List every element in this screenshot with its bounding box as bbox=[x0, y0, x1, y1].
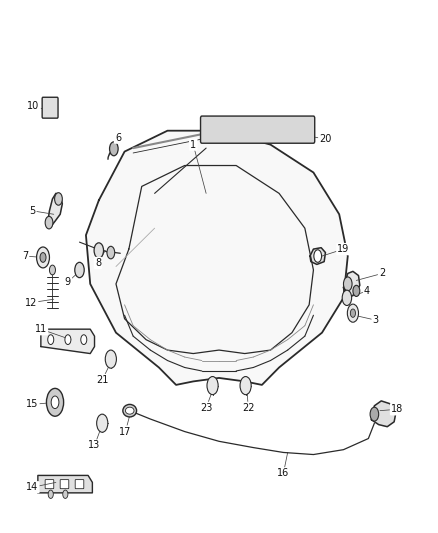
Polygon shape bbox=[41, 329, 95, 353]
Text: 3: 3 bbox=[373, 315, 379, 325]
Ellipse shape bbox=[123, 405, 137, 417]
Circle shape bbox=[350, 309, 356, 317]
Text: 6: 6 bbox=[115, 133, 121, 143]
Polygon shape bbox=[343, 271, 360, 296]
Text: 17: 17 bbox=[119, 426, 131, 437]
FancyBboxPatch shape bbox=[201, 116, 315, 143]
Ellipse shape bbox=[125, 407, 134, 414]
Circle shape bbox=[94, 243, 103, 258]
Circle shape bbox=[370, 407, 379, 421]
Text: 13: 13 bbox=[88, 440, 101, 450]
Circle shape bbox=[207, 376, 218, 394]
Text: 8: 8 bbox=[95, 258, 101, 268]
Polygon shape bbox=[86, 131, 348, 385]
Circle shape bbox=[105, 350, 117, 368]
Text: 23: 23 bbox=[200, 403, 212, 413]
Text: 11: 11 bbox=[35, 324, 47, 334]
Text: 10: 10 bbox=[28, 101, 40, 111]
Text: 14: 14 bbox=[26, 482, 39, 492]
Circle shape bbox=[240, 376, 251, 394]
Text: 7: 7 bbox=[22, 251, 28, 261]
FancyBboxPatch shape bbox=[60, 480, 69, 489]
Text: 16: 16 bbox=[277, 469, 290, 478]
Text: 18: 18 bbox=[391, 404, 403, 414]
Circle shape bbox=[40, 253, 46, 262]
Circle shape bbox=[65, 335, 71, 344]
Circle shape bbox=[97, 414, 108, 432]
Text: 15: 15 bbox=[26, 399, 39, 409]
Text: 19: 19 bbox=[337, 244, 350, 254]
Circle shape bbox=[110, 142, 118, 156]
Circle shape bbox=[107, 246, 115, 259]
Circle shape bbox=[81, 335, 87, 344]
Circle shape bbox=[49, 265, 56, 275]
Polygon shape bbox=[38, 475, 92, 493]
Text: 5: 5 bbox=[29, 206, 35, 216]
Polygon shape bbox=[371, 401, 396, 427]
Text: 12: 12 bbox=[25, 298, 37, 308]
FancyBboxPatch shape bbox=[45, 480, 54, 489]
Text: 21: 21 bbox=[96, 375, 109, 385]
Circle shape bbox=[46, 389, 64, 416]
Circle shape bbox=[314, 250, 321, 262]
Circle shape bbox=[343, 277, 352, 291]
Circle shape bbox=[51, 396, 59, 409]
Circle shape bbox=[342, 290, 352, 305]
Text: 9: 9 bbox=[65, 277, 71, 287]
FancyBboxPatch shape bbox=[42, 97, 58, 118]
FancyBboxPatch shape bbox=[75, 480, 84, 489]
Circle shape bbox=[55, 192, 62, 205]
Polygon shape bbox=[47, 193, 62, 227]
Polygon shape bbox=[310, 248, 325, 264]
Circle shape bbox=[63, 490, 68, 498]
Circle shape bbox=[36, 247, 49, 268]
Circle shape bbox=[353, 285, 360, 296]
Text: 22: 22 bbox=[242, 403, 254, 413]
Circle shape bbox=[47, 103, 53, 112]
Text: 1: 1 bbox=[190, 140, 196, 150]
Circle shape bbox=[48, 335, 54, 344]
Circle shape bbox=[45, 216, 53, 229]
Circle shape bbox=[48, 490, 53, 498]
Text: 4: 4 bbox=[364, 286, 370, 296]
Circle shape bbox=[347, 304, 359, 322]
Circle shape bbox=[75, 262, 84, 278]
Text: 20: 20 bbox=[319, 134, 332, 144]
Text: 2: 2 bbox=[379, 269, 385, 278]
